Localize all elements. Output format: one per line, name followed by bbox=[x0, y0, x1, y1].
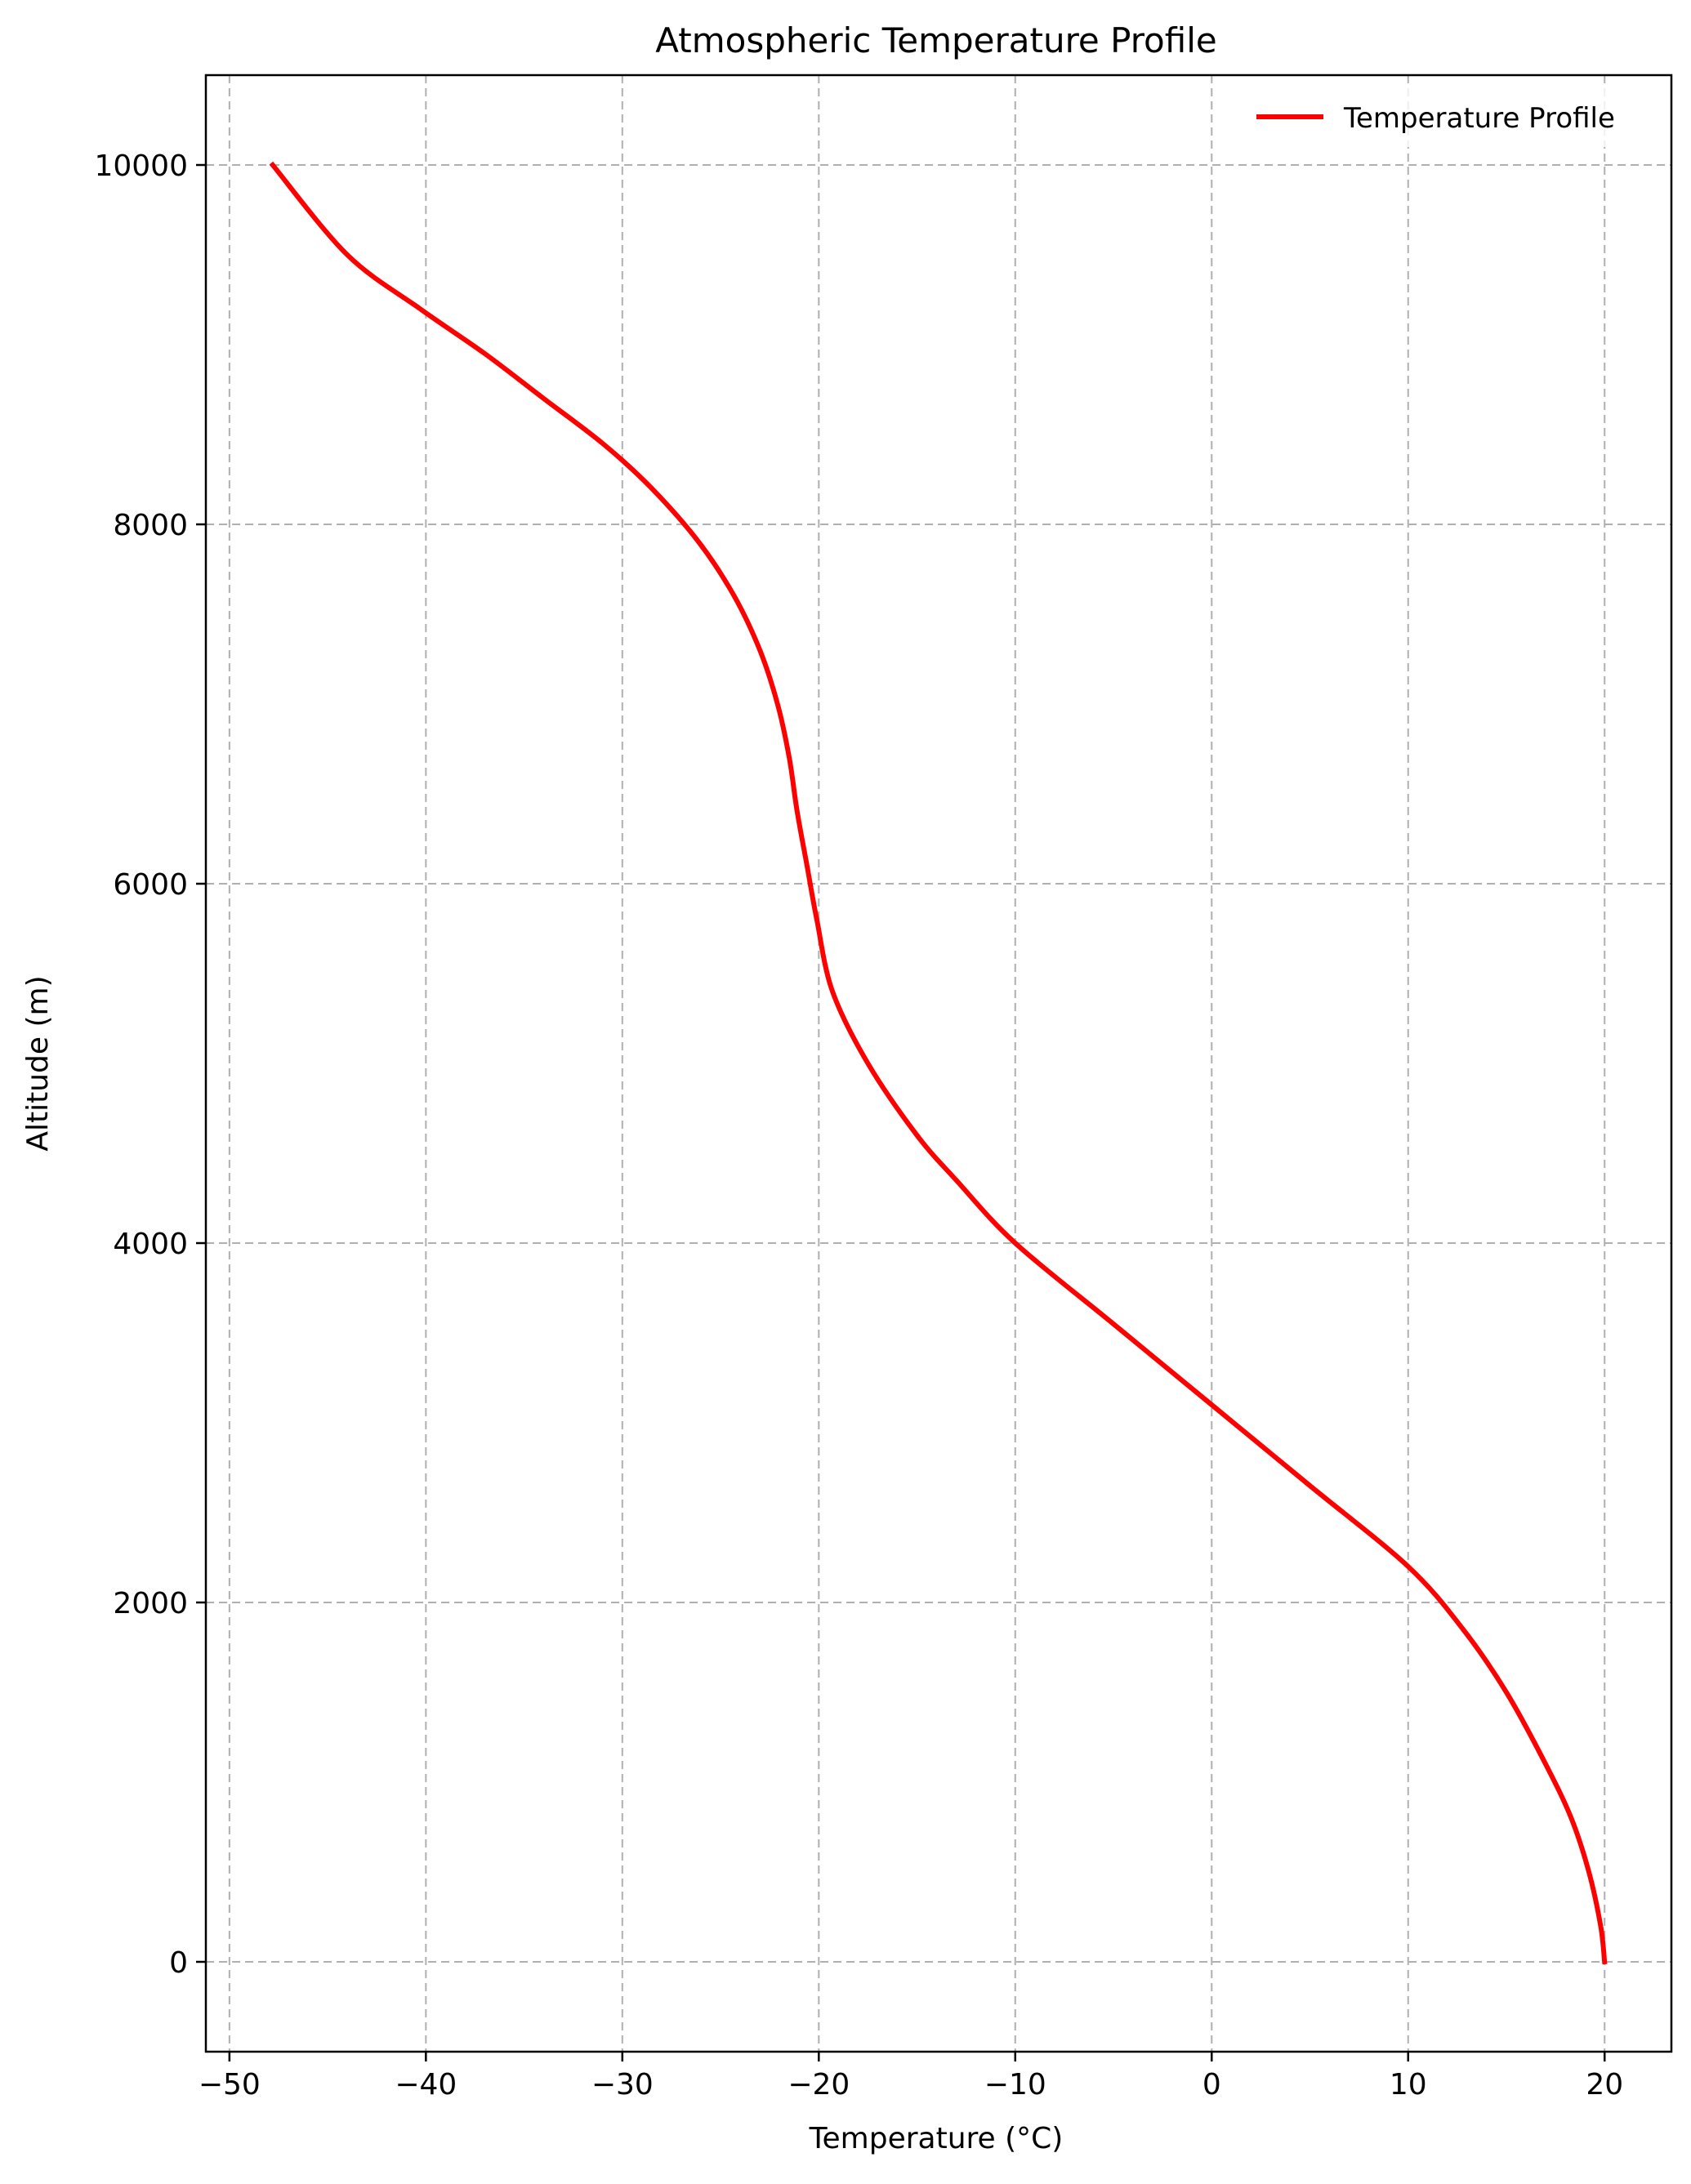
y-tick-label: 4000 bbox=[113, 1228, 188, 1261]
y-tick-label: 0 bbox=[169, 1946, 188, 1980]
x-tick-label: −50 bbox=[199, 2068, 261, 2102]
legend: Temperature Profile bbox=[1242, 88, 1670, 147]
x-tick-label: 20 bbox=[1586, 2068, 1623, 2102]
x-tick-label: −20 bbox=[787, 2068, 850, 2102]
y-tick-label: 10000 bbox=[94, 149, 188, 183]
y-tick-label: 6000 bbox=[113, 868, 188, 902]
x-tick-label: −10 bbox=[984, 2068, 1046, 2102]
legend-label-temperature-profile: Temperature Profile bbox=[1343, 102, 1615, 135]
chart-title: Atmospheric Temperature Profile bbox=[655, 20, 1216, 60]
x-axis-label: Temperature (°C) bbox=[809, 2122, 1064, 2155]
x-tick-label: −30 bbox=[591, 2068, 654, 2102]
y-tick-label: 8000 bbox=[113, 509, 188, 542]
y-tick-label: 2000 bbox=[113, 1587, 188, 1620]
x-axis-ticks: −50 −40 −30 −20 −10 0 10 20 bbox=[199, 2052, 1623, 2102]
x-tick-label: 10 bbox=[1390, 2068, 1427, 2102]
x-tick-label: −40 bbox=[395, 2068, 457, 2102]
grid-lines bbox=[206, 75, 1671, 2052]
y-axis-label: Altitude (m) bbox=[21, 975, 55, 1151]
series-line-temperature-profile bbox=[269, 161, 1608, 1965]
x-tick-label: 0 bbox=[1202, 2068, 1221, 2102]
y-axis-ticks: 0 2000 4000 6000 8000 10000 bbox=[94, 149, 206, 1980]
plot-area-frame bbox=[204, 74, 1673, 2053]
